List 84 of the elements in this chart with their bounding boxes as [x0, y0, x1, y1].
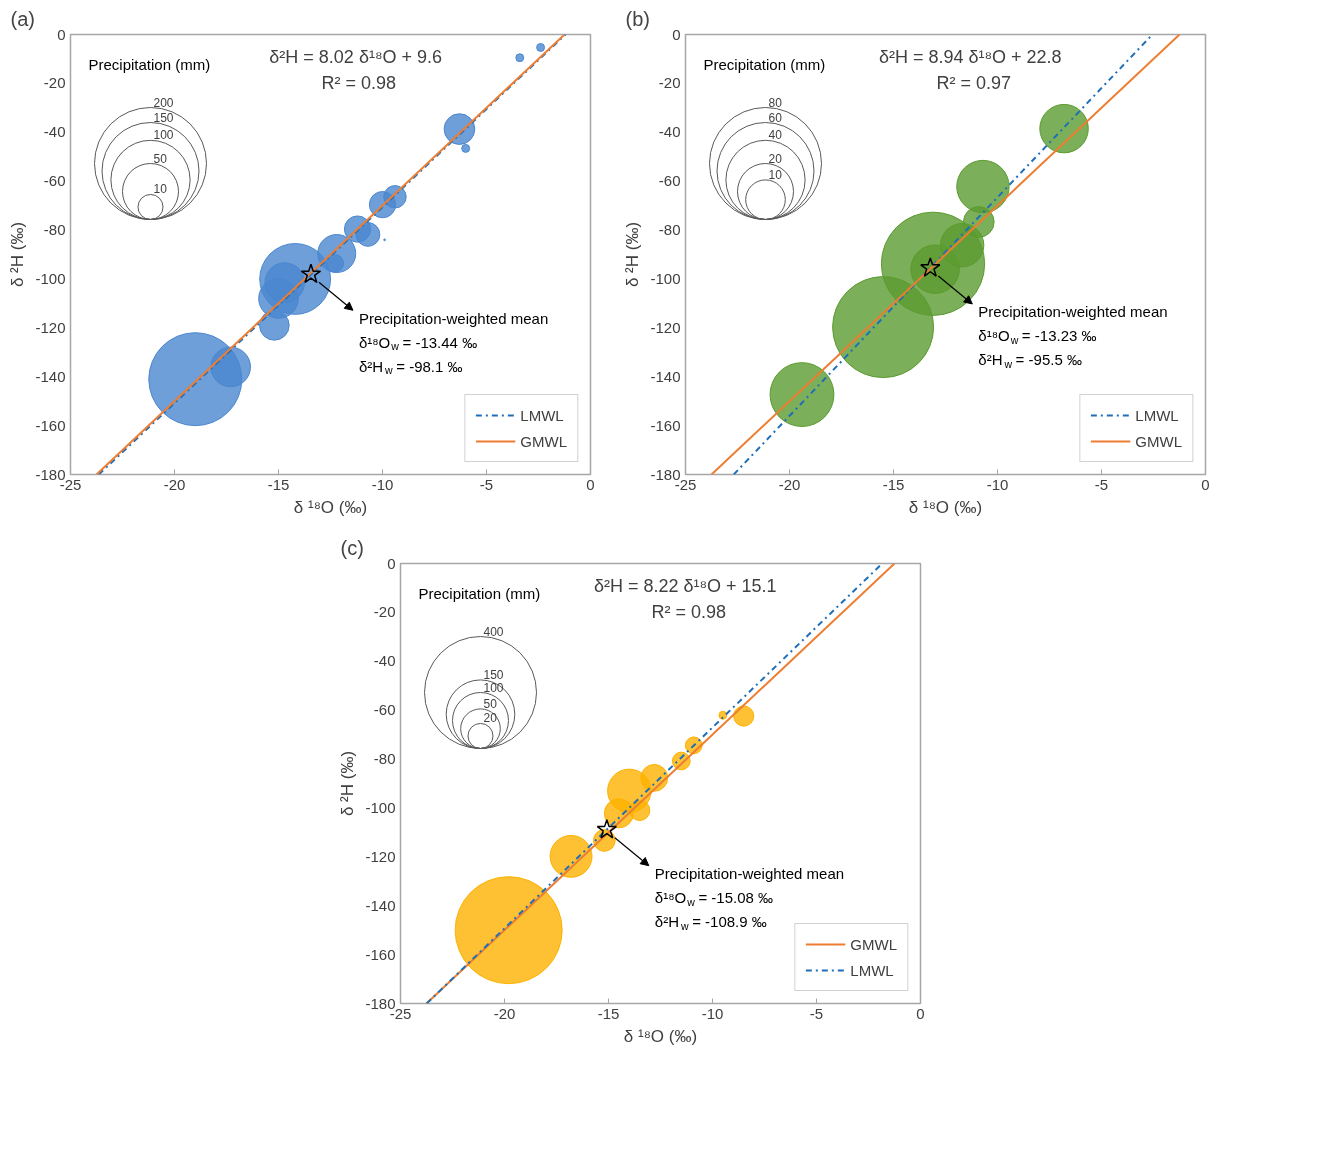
annotation: δ²H = 8.94 δ¹⁸O + 22.8	[878, 46, 1062, 67]
legend-label: 150	[483, 667, 504, 682]
y-tick-label: -100	[35, 269, 66, 287]
legend-label: 20	[768, 151, 783, 166]
y-tick-label: -40	[373, 652, 396, 670]
y-tick-label: -60	[658, 172, 681, 190]
x-tick-label: 0	[916, 1004, 925, 1022]
legend-label: LMWL	[520, 406, 564, 424]
x-tick-label: -20	[493, 1004, 516, 1022]
x-tick-label: 0	[1201, 475, 1210, 493]
y-tick-label: -140	[365, 896, 396, 914]
y-tick-label: -80	[658, 221, 681, 239]
y-tick-label: -140	[35, 367, 66, 385]
annotation: Precipitation-weighted mean	[654, 865, 845, 883]
y-tick-label: -60	[43, 172, 66, 190]
y-tick-label: 0	[672, 25, 681, 43]
y-tick-label: 0	[57, 25, 66, 43]
x-tick-label: -5	[809, 1004, 824, 1022]
y-axis-title: δ ²H (‰)	[623, 221, 643, 288]
legend-label: 20	[483, 711, 498, 726]
y-tick-label: -140	[650, 367, 681, 385]
y-tick-label: 0	[387, 554, 396, 572]
y-tick-label: -40	[658, 123, 681, 141]
y-axis-title: δ ²H (‰)	[8, 221, 28, 288]
legend-label: 100	[483, 680, 504, 695]
x-tick-label: -15	[267, 475, 290, 493]
annotation: R² = 0.98	[651, 601, 727, 622]
annotation: Precipitation-weighted mean	[978, 303, 1168, 321]
y-tick-label: -100	[365, 798, 396, 816]
legend-title: Precipitation (mm)	[703, 56, 826, 73]
annotation: R² = 0.97	[936, 72, 1012, 93]
annotation: δ²H = 8.02 δ¹⁸O + 9.6	[269, 46, 443, 67]
annotation: Precipitation-weighted mean	[358, 309, 549, 327]
legend-label: 100	[153, 128, 174, 143]
legend-label: LMWL	[850, 961, 894, 979]
legend-label: 10	[153, 182, 168, 197]
x-tick-label: -15	[597, 1004, 620, 1022]
y-tick-label: -160	[650, 416, 681, 434]
legend-title: Precipitation (mm)	[88, 56, 211, 73]
legend-label: GMWL	[1135, 432, 1182, 450]
legend-label: 400	[483, 624, 504, 639]
y-tick-label: -160	[365, 945, 396, 963]
y-tick-label: -40	[43, 123, 66, 141]
x-tick-label: -20	[778, 475, 801, 493]
chart-title: (a)	[10, 7, 35, 30]
legend-label: 40	[768, 128, 783, 143]
y-tick-label: -160	[35, 416, 66, 434]
x-axis-title: δ ¹⁸O (‰)	[293, 497, 368, 517]
x-tick-label: -5	[1094, 475, 1109, 493]
legend-label: 150	[153, 110, 174, 125]
y-axis-title: δ ²H (‰)	[338, 750, 358, 817]
legend-title: Precipitation (mm)	[418, 585, 541, 602]
y-tick-label: -20	[43, 74, 66, 92]
x-tick-label: -5	[479, 475, 494, 493]
x-tick-label: -15	[882, 475, 905, 493]
legend-label: GMWL	[520, 432, 567, 450]
legend-label: 200	[153, 95, 174, 110]
x-axis-title: δ ¹⁸O (‰)	[623, 1026, 698, 1046]
chart-title: (c)	[340, 536, 364, 559]
y-tick-label: -120	[35, 318, 66, 336]
chart-title: (b)	[625, 7, 650, 30]
y-tick-label: -60	[373, 701, 396, 719]
legend-label: 80	[768, 95, 783, 110]
legend-label: LMWL	[1135, 406, 1179, 424]
legend-label: GMWL	[850, 935, 897, 953]
annotation: δ²H = 8.22 δ¹⁸O + 15.1	[593, 575, 777, 596]
legend-label: 10	[768, 167, 783, 182]
x-tick-label: 0	[586, 475, 595, 493]
legend-label: 50	[153, 151, 168, 166]
legend-label: 60	[768, 110, 783, 125]
y-tick-label: -80	[43, 221, 66, 239]
x-tick-label: -20	[163, 475, 186, 493]
y-tick-label: -20	[373, 603, 396, 621]
y-tick-label: -100	[650, 269, 681, 287]
x-tick-label: -10	[701, 1004, 724, 1022]
x-axis-title: δ ¹⁸O (‰)	[908, 497, 983, 517]
legend-label: 50	[483, 696, 498, 711]
y-tick-label: -120	[650, 318, 681, 336]
y-tick-label: -120	[365, 847, 396, 865]
annotation: R² = 0.98	[321, 72, 397, 93]
x-tick-label: -10	[986, 475, 1009, 493]
y-tick-label: -20	[658, 74, 681, 92]
y-tick-label: -80	[373, 750, 396, 768]
x-tick-label: -10	[371, 475, 394, 493]
